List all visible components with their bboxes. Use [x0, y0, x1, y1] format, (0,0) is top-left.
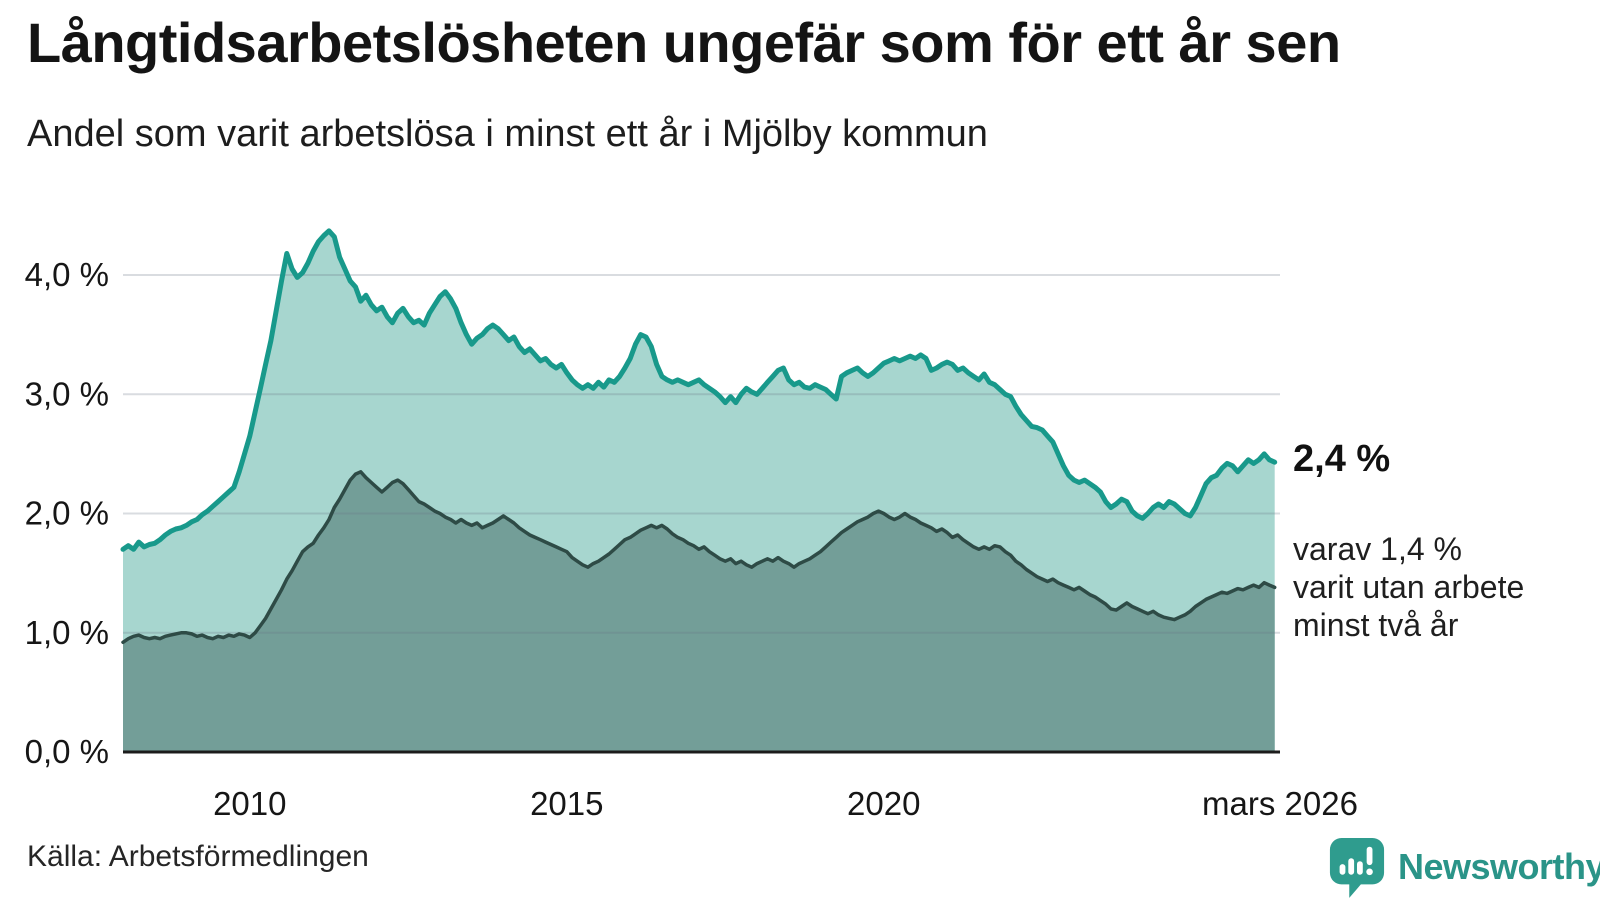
note-line-3: minst två år: [1293, 607, 1459, 643]
exclamation-bar: [1366, 846, 1373, 866]
x-tick-label: 2010: [213, 785, 286, 822]
y-tick-label: 0,0 %: [25, 733, 109, 770]
y-tick-label: 1,0 %: [25, 614, 109, 651]
page-title: Långtidsarbetslösheten ungefär som för e…: [27, 11, 1341, 74]
newsworthy-logo-text: Newsworthy: [1398, 846, 1600, 887]
bar-2: [1348, 858, 1355, 875]
bar-1: [1339, 864, 1346, 875]
secondary-series-note: varav 1,4 % varit utan arbete minst två …: [1293, 530, 1524, 644]
newsworthy-logo: Newsworthy: [1328, 836, 1600, 898]
x-tick-label: mars 2026: [1202, 785, 1358, 822]
page-subtitle: Andel som varit arbetslösa i minst ett å…: [27, 113, 988, 155]
series-line-1: [121, 470, 1277, 645]
series-end-value-label: 2,4 %: [1293, 438, 1391, 480]
note-line-2: varit utan arbete: [1293, 569, 1525, 605]
exclamation-dot: [1366, 868, 1373, 876]
y-tick-label: 2,0 %: [25, 495, 109, 532]
newsworthy-logo-icon: [1329, 838, 1385, 898]
series-line-0: [120, 228, 1278, 552]
area-fill-1: [123, 471, 1275, 752]
x-tick-label: 2015: [530, 785, 603, 822]
unemployment-area-chart: 0,0 % 1,0 % 2,0 % 3,0 % 4,0 % 2010 2015 2020 mar…: [25, 228, 1358, 822]
note-line-1: varav 1,4 %: [1293, 531, 1462, 567]
y-tick-label: 4,0 %: [25, 256, 109, 293]
bar-3: [1357, 861, 1363, 875]
y-tick-label: 3,0 %: [25, 375, 109, 412]
source-attribution: Källa: Arbetsförmedlingen: [27, 840, 369, 873]
x-tick-label: 2020: [847, 785, 920, 822]
